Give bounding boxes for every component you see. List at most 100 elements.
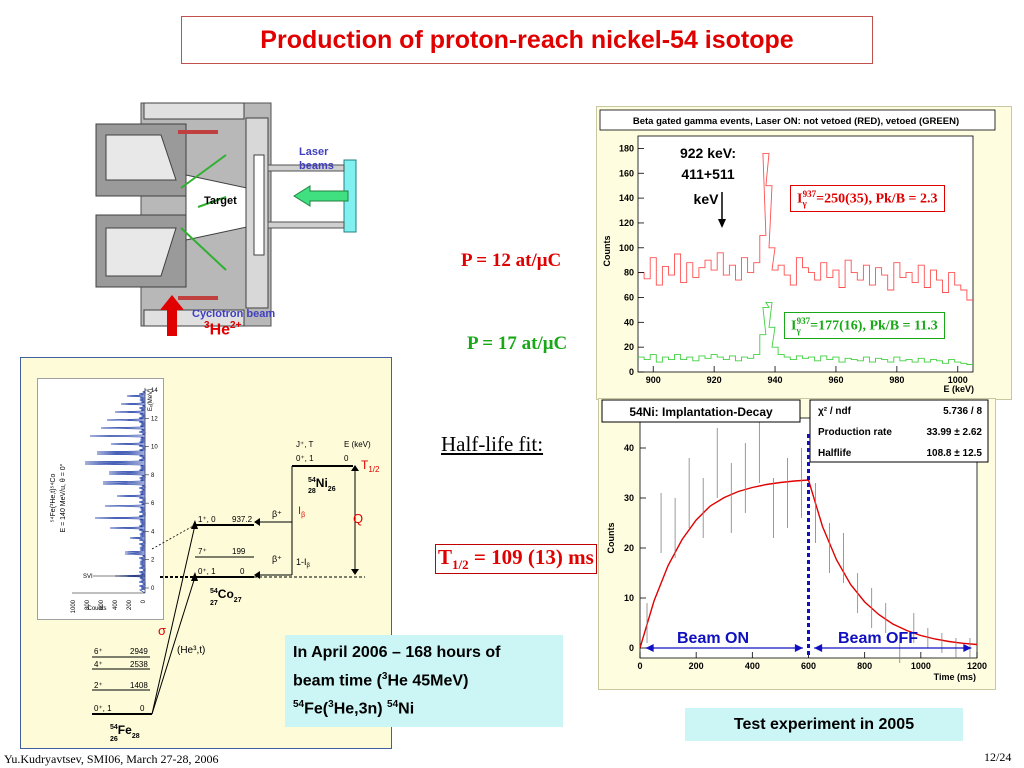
fe-level-2-jt: 2⁺ bbox=[94, 681, 103, 690]
beta-plus-1: β⁺ bbox=[272, 509, 282, 519]
inset-reaction-label: ⁵⁴Fe(³He,t)⁵⁴Co bbox=[50, 474, 57, 523]
co-level-2-e: 0 bbox=[240, 567, 245, 576]
gamma-xtick-label: 960 bbox=[828, 375, 843, 385]
decay-xtick-label: 200 bbox=[689, 661, 704, 671]
fe-level-1-jt: 4⁺ bbox=[94, 660, 103, 669]
info-box: In April 2006 – 168 hours of beam time (… bbox=[285, 635, 563, 727]
inset-ex-tick: 0 bbox=[151, 586, 155, 592]
gamma-ytick-label: 40 bbox=[624, 317, 634, 327]
ni-label: 54Ni26 bbox=[308, 476, 336, 493]
pressure-label-2: P = 17 at/μC bbox=[467, 333, 568, 354]
fe-level-2-e: 1408 bbox=[130, 681, 148, 690]
inset-count-tick: 200 bbox=[127, 599, 133, 610]
stat-name-2: Halflife bbox=[818, 448, 852, 459]
decay-chart-title: 54Ni: Implantation-Decay bbox=[629, 405, 773, 419]
stat-name-0: χ² / ndf bbox=[818, 406, 852, 417]
info-line-2: beam time (3He 45MeV) bbox=[293, 671, 469, 690]
decay-ytick-label: 20 bbox=[624, 543, 634, 553]
gamma-xtick-label: 1000 bbox=[948, 375, 968, 385]
target-label: Target bbox=[204, 195, 237, 207]
fe-level-0-jt: 6⁺ bbox=[94, 647, 103, 656]
laser-label-1: Laser bbox=[299, 146, 329, 158]
decay-ytick-label: 30 bbox=[624, 493, 634, 503]
fe-level-3-jt: 0⁺, 1 bbox=[94, 704, 112, 713]
inset-ex-tick: 8 bbox=[151, 473, 155, 479]
laser-ion-source-diagram: Laser beams Target Cyclotron beam bbox=[95, 102, 357, 336]
gamma-annotation-3: keV bbox=[694, 191, 720, 207]
laser-arrow bbox=[293, 185, 349, 207]
inset-count-tick: 600 bbox=[99, 599, 105, 610]
co-label: 54Co27 bbox=[210, 587, 242, 604]
info-line-1: In April 2006 – 168 hours of bbox=[293, 644, 501, 661]
cyclotron-arrow bbox=[160, 295, 184, 336]
decay-xtick-label: 400 bbox=[745, 661, 760, 671]
gamma-xtick-label: 980 bbox=[889, 375, 904, 385]
page-number: 12/24 bbox=[984, 750, 1012, 764]
gamma-annotation-2: 411+511 bbox=[681, 166, 735, 182]
halflife-fit-label: Half-life fit: bbox=[441, 432, 544, 456]
ni-z: 28 bbox=[308, 488, 316, 495]
fe-level-3-e: 0 bbox=[140, 704, 145, 713]
decay-ytick-label: 10 bbox=[624, 593, 634, 603]
decay-xlabel: Time (ms) bbox=[934, 672, 976, 682]
gamma-ytick-label: 80 bbox=[624, 268, 634, 278]
he-beam-label: 3He2+ bbox=[204, 320, 242, 339]
inset-ex-tick: 4 bbox=[151, 529, 155, 535]
gamma-red-label: Iγ937=250(35), Pk/B = 2.3 bbox=[790, 185, 945, 213]
stat-value-0: 5.736 / 8 bbox=[943, 406, 982, 417]
stat-value-2: 108.8 ± 12.5 bbox=[926, 448, 982, 459]
footer-author: Yu.Kudryavtsev, SMI06, March 27-28, 2006 bbox=[4, 752, 219, 766]
ni-level-jt: 0⁺, 1 bbox=[296, 454, 314, 463]
decay-ytick-label: 0 bbox=[629, 643, 634, 653]
decay-xtick-label: 800 bbox=[857, 661, 872, 671]
co-level-2-jt: 0⁺, 1 bbox=[198, 567, 216, 576]
slide-title-box: Production of proton-reach nickel-54 iso… bbox=[181, 16, 873, 64]
gamma-ytick-label: 0 bbox=[629, 367, 634, 377]
reaction-label: (He³,t) bbox=[177, 645, 205, 656]
gamma-series-red bbox=[638, 152, 973, 301]
gamma-chart: Beta gated gamma events, Laser ON: not v… bbox=[599, 109, 996, 394]
inset-ex-label: Eₓ(MeV) bbox=[148, 389, 154, 411]
inset-ex-tick: 10 bbox=[151, 445, 158, 451]
fe-label: 54Fe28 bbox=[110, 723, 140, 740]
co-z: 27 bbox=[210, 600, 218, 607]
beam-off-label: Beam OFF bbox=[838, 630, 918, 647]
pressure-label-1: P = 12 at/μC bbox=[461, 250, 562, 271]
fe-level-1-e: 2538 bbox=[130, 660, 148, 669]
gamma-ytick-label: 100 bbox=[619, 243, 634, 253]
gamma-xtick-label: 920 bbox=[707, 375, 722, 385]
beta-plus-2: β⁺ bbox=[272, 554, 282, 564]
q-label: Q bbox=[353, 511, 363, 526]
fit-stats-box bbox=[809, 399, 989, 463]
gamma-ytick-label: 180 bbox=[619, 143, 634, 153]
stat-value-1: 33.99 ± 2.62 bbox=[926, 427, 982, 438]
inset-ex-tick: 12 bbox=[151, 416, 158, 422]
gamma-chart-title: Beta gated gamma events, Laser ON: not v… bbox=[633, 116, 959, 127]
inset-ex-tick: 6 bbox=[151, 501, 155, 507]
inset-count-tick: 400 bbox=[113, 599, 119, 610]
e-header: E (keV) bbox=[344, 440, 371, 449]
co-level-0-e: 937.2 bbox=[232, 515, 253, 524]
gamma-green-label: Iγ937=177(16), Pk/B = 11.3 bbox=[784, 312, 945, 340]
co-level-0-jt: 1⁺, 0 bbox=[198, 515, 216, 524]
co-level-1-jt: 7⁺ bbox=[198, 547, 207, 556]
gamma-ytick-label: 160 bbox=[619, 168, 634, 178]
halflife-result: T1/2 = 109 (13) ms bbox=[435, 544, 597, 575]
laser-label-2: beams bbox=[299, 160, 334, 172]
inset-counts-label: Counts bbox=[87, 606, 106, 612]
inset-svi-label: SVI bbox=[83, 574, 93, 580]
ni-level-e: 0 bbox=[344, 454, 349, 463]
inset-ex-tick: 14 bbox=[151, 388, 158, 394]
level-scheme: J⁺, T E (keV) 0⁺, 1 0 54Ni26 28 T1/2 Q β… bbox=[92, 440, 380, 743]
cyclotron-label: Cyclotron beam bbox=[192, 308, 275, 320]
gamma-xtick-label: 900 bbox=[646, 375, 661, 385]
inset-spectrum-line bbox=[84, 390, 147, 594]
sigma-label: σ bbox=[158, 623, 166, 638]
gamma-ytick-label: 20 bbox=[624, 342, 634, 352]
inset-energy-label: E = 140 MeV/u, θ = 0° bbox=[59, 463, 67, 532]
info-line-3: 54Fe(3He,3n) 54Ni bbox=[293, 699, 415, 718]
decay-ylabel: Counts bbox=[606, 523, 616, 554]
gamma-ytick-label: 140 bbox=[619, 193, 634, 203]
gamma-ytick-label: 120 bbox=[619, 218, 634, 228]
